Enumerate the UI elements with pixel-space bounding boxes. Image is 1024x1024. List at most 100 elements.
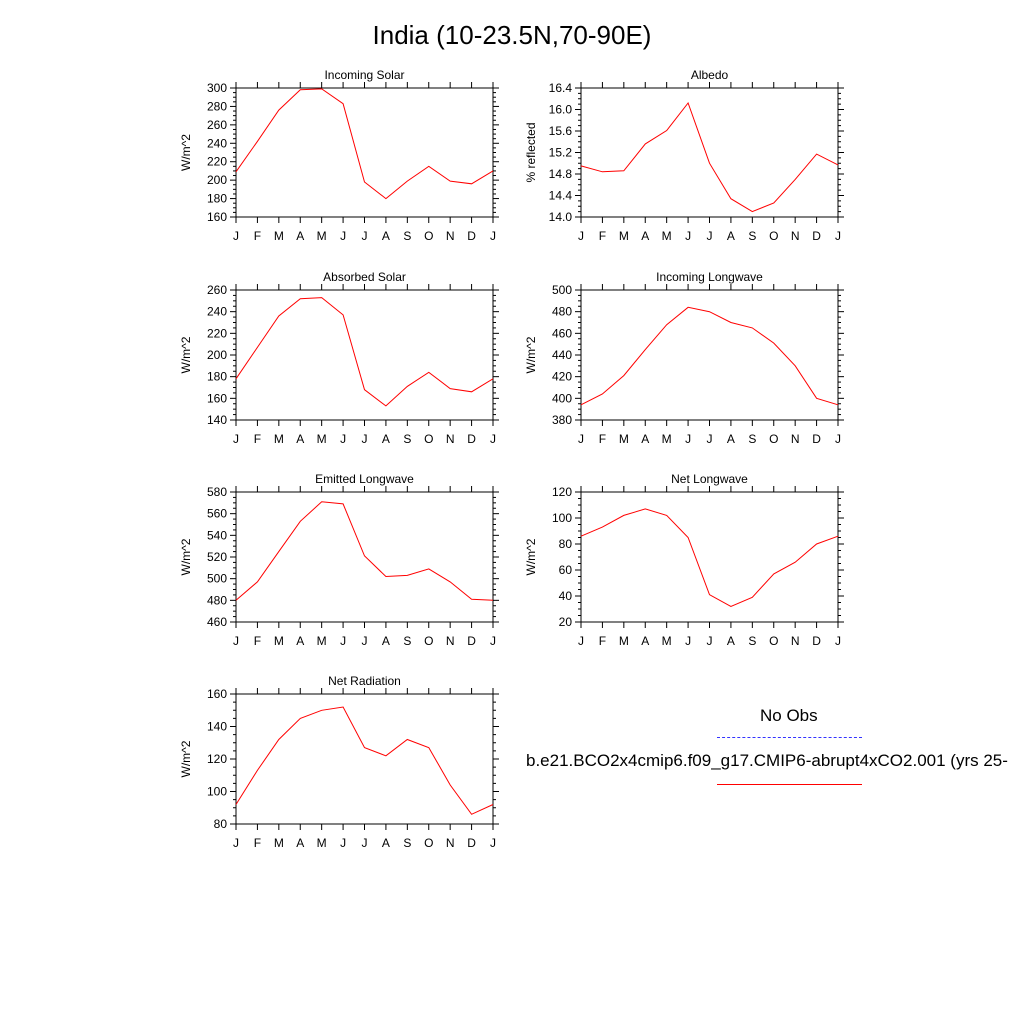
y-tick-label: 200 [207,173,227,187]
x-tick-label: O [769,432,778,446]
x-tick-label: D [467,432,476,446]
y-tick-label: 80 [214,817,228,831]
y-tick-label: 200 [207,348,227,362]
x-tick-label: J [578,229,584,243]
x-tick-label: M [317,229,327,243]
y-tick-label: 180 [207,192,227,206]
y-tick-label: 400 [552,391,572,405]
chart-panel-2: Absorbed Solar W/m^2 140 160 180 200 220 240 260… [179,270,499,446]
x-tick-label: M [317,836,327,850]
x-tick-label: J [835,634,841,648]
x-tick-label: F [254,432,261,446]
x-tick-label: M [274,836,284,850]
x-tick-label: O [424,836,433,850]
legend: No Obs b.e21.BCO2x4cmip6.f09_g17.CMIP6-a… [512,700,1024,800]
y-axis-label: W/m^2 [524,336,538,373]
x-tick-label: A [641,432,649,446]
x-tick-label: M [619,634,629,648]
x-tick-label: S [403,836,411,850]
y-axis-label: W/m^2 [179,538,193,575]
x-tick-label: F [254,634,261,648]
x-tick-label: O [424,432,433,446]
chart-panel-3: Incoming Longwave W/m^2 380 400 420 440 460 480… [524,270,844,446]
y-tick-label: 260 [207,283,227,297]
y-tick-label: 560 [207,507,227,521]
y-tick-label: 15.6 [549,124,573,138]
x-tick-label: J [362,634,368,648]
y-axis-label: % reflected [524,122,538,182]
x-tick-label: M [662,229,672,243]
x-tick-label: J [685,634,691,648]
chart-panel-0: Incoming Solar W/m^2 160 180 200 220 240 260 280… [179,68,499,243]
y-tick-label: 480 [207,593,227,607]
series-line [580,306,839,406]
x-tick-label: J [340,836,346,850]
y-tick-label: 500 [552,283,572,297]
x-tick-label: F [599,229,606,243]
y-axis-label: W/m^2 [179,134,193,171]
x-tick-label: A [296,634,304,648]
y-tick-label: 460 [207,615,227,629]
x-tick-label: N [791,432,800,446]
y-tick-label: 16.0 [549,103,573,117]
x-tick-label: A [641,634,649,648]
chart-title: Incoming Longwave [656,270,763,284]
x-tick-label: A [382,634,390,648]
x-tick-label: S [403,634,411,648]
x-tick-label: J [362,836,368,850]
plot-frame [235,87,494,218]
x-tick-label: N [791,229,800,243]
y-tick-label: 14.4 [549,189,573,203]
x-tick-label: F [599,634,606,648]
y-axis-label: W/m^2 [179,740,193,777]
y-tick-label: 100 [552,511,572,525]
x-tick-label: N [791,634,800,648]
x-tick-label: A [296,432,304,446]
legend-model-label: b.e21.BCO2x4cmip6.f09_g17.CMIP6-abrupt4x… [526,751,1008,770]
x-tick-label: A [641,229,649,243]
x-tick-label: J [685,229,691,243]
y-tick-label: 160 [207,210,227,224]
y-tick-label: 520 [207,550,227,564]
y-tick-label: 15.2 [549,146,573,160]
x-tick-label: J [578,432,584,446]
x-tick-label: J [233,229,239,243]
y-tick-label: 40 [559,589,573,603]
x-tick-label: M [317,432,327,446]
x-tick-label: O [769,229,778,243]
chart-title: Albedo [691,68,729,82]
x-tick-label: S [748,229,756,243]
y-tick-label: 580 [207,485,227,499]
x-tick-label: A [727,229,735,243]
x-tick-label: A [727,432,735,446]
y-tick-label: 540 [207,528,227,542]
y-axis-label: W/m^2 [179,336,193,373]
y-tick-label: 240 [207,305,227,319]
x-tick-label: J [362,229,368,243]
x-tick-label: F [599,432,606,446]
x-tick-label: M [619,229,629,243]
y-tick-label: 120 [207,752,227,766]
figure-title: India (10-23.5N,70-90E) [372,20,652,50]
x-tick-label: J [685,432,691,446]
series-line [235,706,494,815]
y-tick-label: 240 [207,136,227,150]
y-tick-label: 440 [552,348,572,362]
x-tick-label: M [317,634,327,648]
series-line [580,508,839,607]
x-tick-label: D [467,229,476,243]
x-tick-label: N [446,432,455,446]
y-tick-label: 160 [207,687,227,701]
x-tick-label: N [446,229,455,243]
x-tick-label: D [467,634,476,648]
x-tick-label: M [662,634,672,648]
y-tick-label: 180 [207,370,227,384]
chart-panel-1: Albedo % reflected 14.0 14.4 14.8 15.2 15.6 16.… [524,68,844,243]
x-tick-label: J [835,229,841,243]
y-tick-label: 140 [207,413,227,427]
y-axis-label: W/m^2 [524,538,538,575]
y-tick-label: 120 [552,485,572,499]
chart-title: Incoming Solar [324,68,404,82]
